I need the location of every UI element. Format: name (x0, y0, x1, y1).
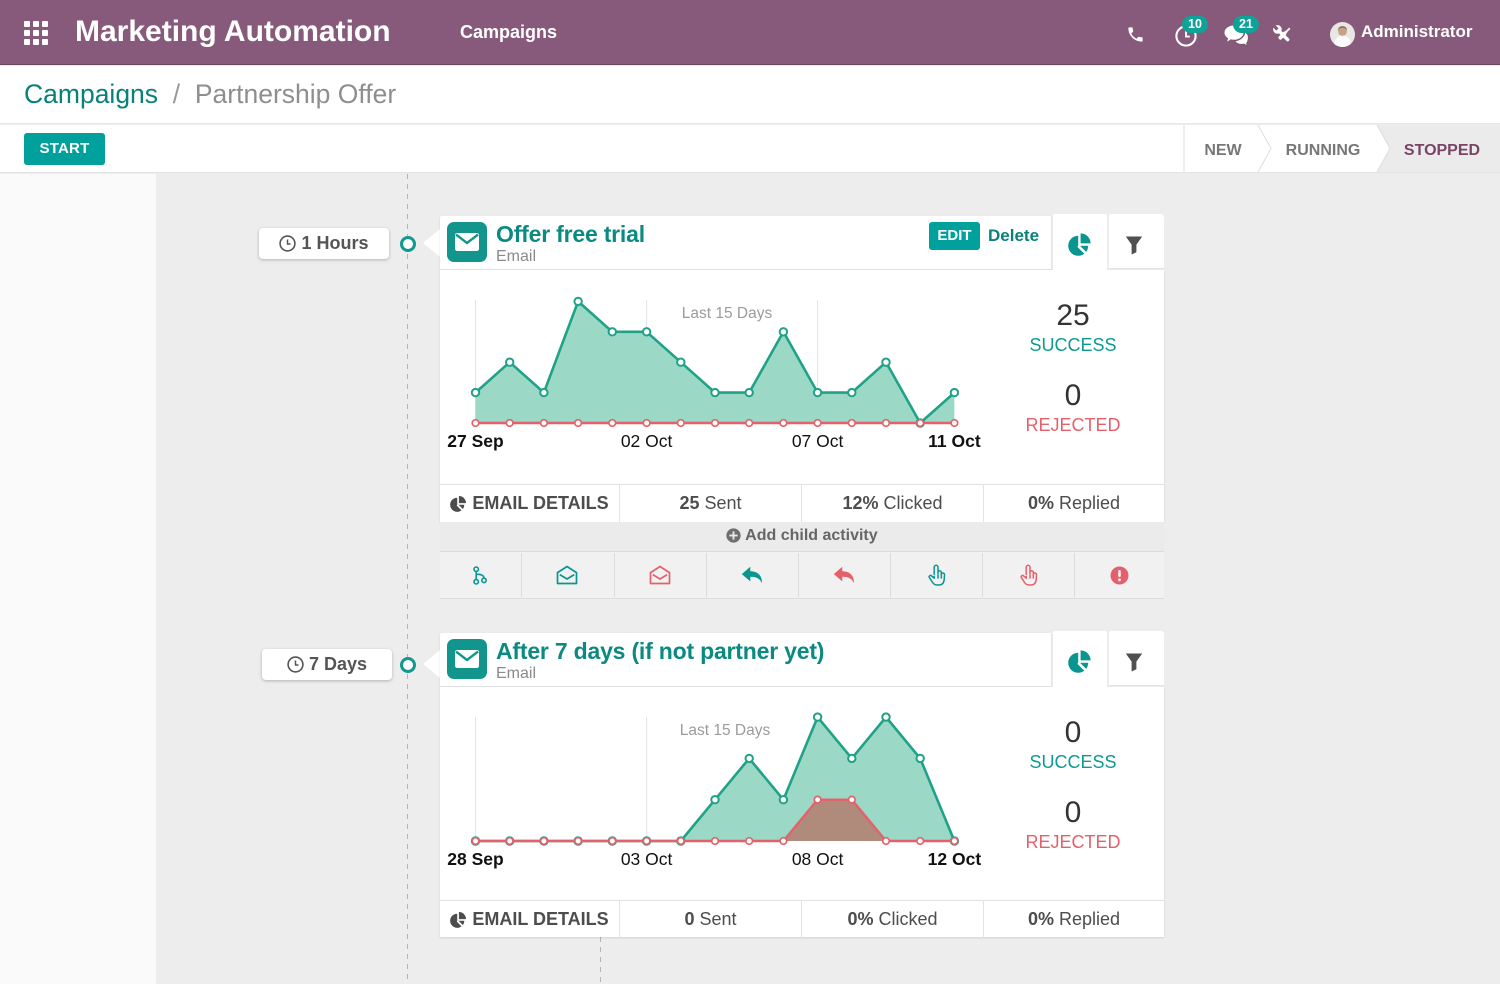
svg-text:STOPPED: STOPPED (1404, 142, 1480, 159)
svg-text:11 Oct: 11 Oct (928, 431, 981, 451)
svg-text:Last 15 Days: Last 15 Days (682, 305, 773, 322)
svg-text:NEW: NEW (1204, 142, 1242, 159)
svg-text:27 Sep: 27 Sep (447, 431, 503, 451)
svg-text:07 Oct: 07 Oct (792, 431, 844, 451)
svg-text:03 Oct: 03 Oct (621, 849, 673, 869)
svg-text:28 Sep: 28 Sep (447, 849, 503, 869)
svg-text:02 Oct: 02 Oct (621, 431, 673, 451)
svg-text:08 Oct: 08 Oct (792, 849, 844, 869)
svg-text:RUNNING: RUNNING (1286, 142, 1361, 159)
svg-text:12 Oct: 12 Oct (928, 849, 982, 869)
svg-text:Last 15 Days: Last 15 Days (680, 722, 771, 739)
